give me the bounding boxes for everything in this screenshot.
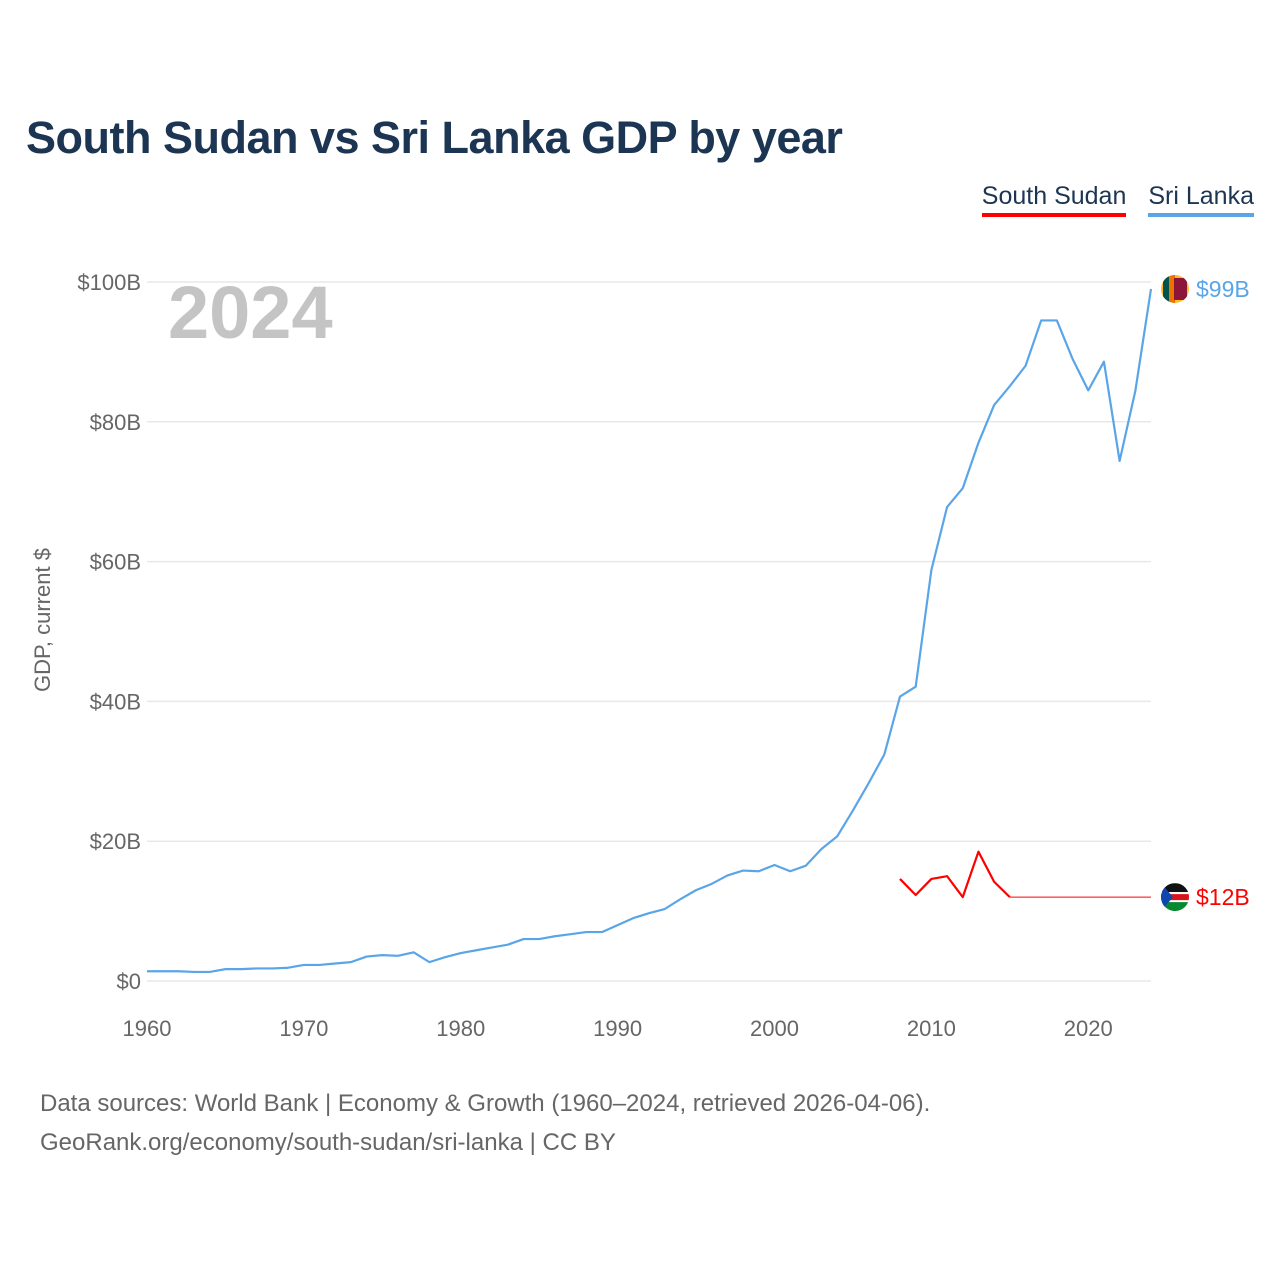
south-sudan-flag-icon <box>1161 883 1189 912</box>
source-note: Data sources: World Bank | Economy & Gro… <box>40 1090 931 1117</box>
y-axis-label: GDP, current $ <box>30 548 55 692</box>
x-tick-label: 1980 <box>436 1016 485 1041</box>
year-watermark: 2024 <box>168 271 333 354</box>
x-tick-label: 1990 <box>593 1016 642 1041</box>
y-tick-label: $40B <box>90 689 141 714</box>
chart-title: South Sudan vs Sri Lanka GDP by year <box>26 112 843 163</box>
y-tick-label: $80B <box>90 410 141 435</box>
line-chart: 2024 $0 $20B $40B $60B $80B $100B 1960 1970 1980 1… <box>30 270 1250 1041</box>
legend-south-sudan[interactable]: South Sudan <box>981 182 1127 217</box>
legend-sri-lanka[interactable]: Sri Lanka <box>1148 182 1254 217</box>
x-tick-label: 2020 <box>1064 1016 1113 1041</box>
y-tick-label: $0 <box>117 969 141 994</box>
end-value-label: $99B <box>1196 276 1250 302</box>
y-tick-label: $20B <box>90 829 141 854</box>
x-tick-label: 1960 <box>123 1016 172 1041</box>
end-value-label: $12B <box>1196 884 1250 910</box>
legend: South Sudan Sri Lanka <box>981 182 1254 217</box>
source-link[interactable]: GeoRank.org/economy/south-sudan/sri-lank… <box>40 1129 616 1156</box>
series-line-south-sudan <box>899 850 1011 899</box>
x-tick-label: 1970 <box>279 1016 328 1041</box>
y-tick-label: $60B <box>90 550 141 575</box>
series-line-sri-lanka <box>147 288 1153 974</box>
x-tick-label: 2010 <box>907 1016 956 1041</box>
sri-lanka-flag-icon <box>1161 274 1189 303</box>
x-tick-label: 2000 <box>750 1016 799 1041</box>
y-tick-label: $100B <box>77 270 141 295</box>
footer: Data sources: World Bank | Economy & Gro… <box>40 1084 930 1162</box>
